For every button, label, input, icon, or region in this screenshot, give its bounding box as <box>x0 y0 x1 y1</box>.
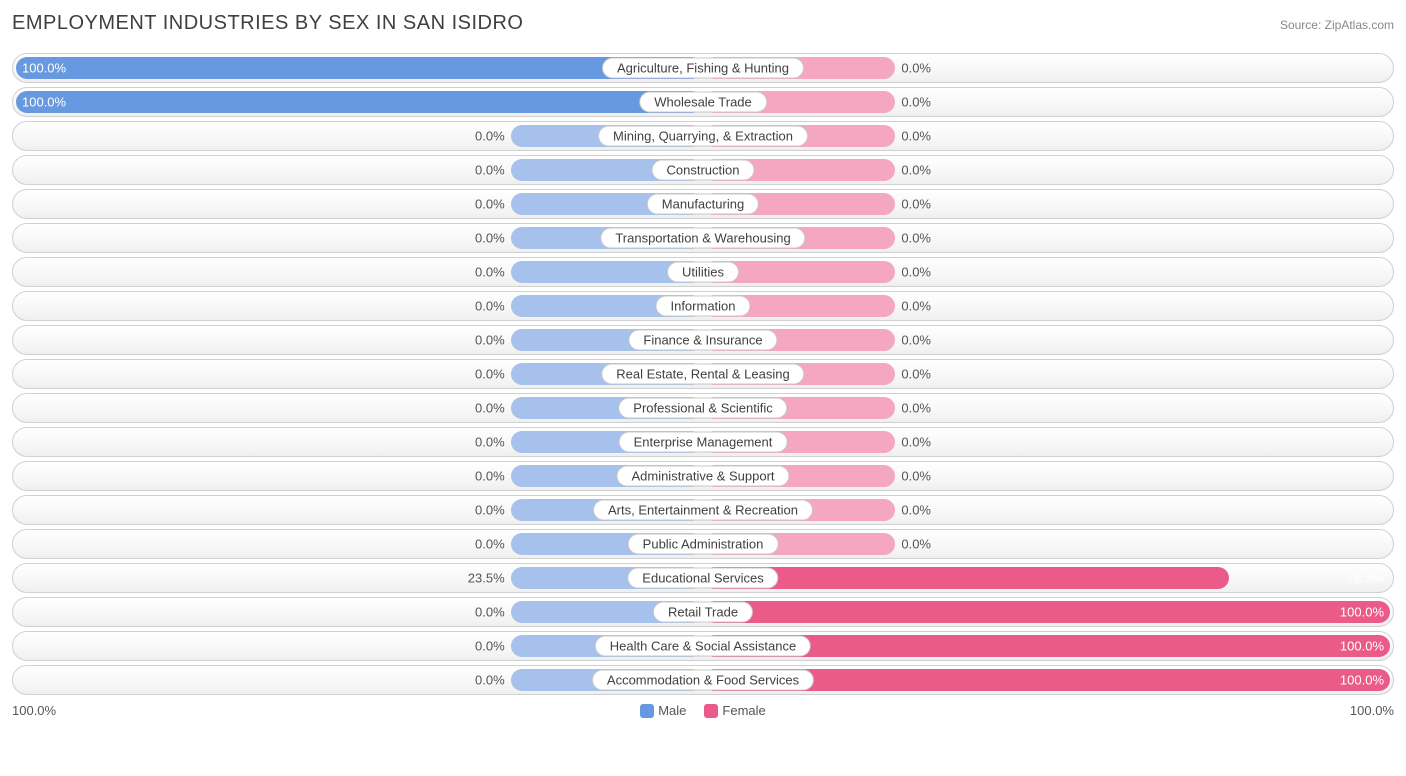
industry-row: 23.5% 76.5% Educational Services <box>12 563 1394 593</box>
industry-row: 0.0% 100.0% Retail Trade <box>12 597 1394 627</box>
industry-row: 0.0% 100.0% Accommodation & Food Services <box>12 665 1394 695</box>
male-bar <box>16 91 703 113</box>
industry-label: Finance & Insurance <box>628 330 777 351</box>
male-pct: 23.5% <box>468 571 505 586</box>
legend: Male Female <box>640 703 766 718</box>
female-pct: 100.0% <box>1340 605 1384 620</box>
industry-label: Real Estate, Rental & Leasing <box>601 364 804 385</box>
female-bar <box>703 567 1229 589</box>
industry-label: Administrative & Support <box>616 466 789 487</box>
male-pct: 0.0% <box>475 163 505 178</box>
male-pct: 0.0% <box>475 605 505 620</box>
male-pct: 0.0% <box>475 469 505 484</box>
industry-label: Construction <box>652 160 755 181</box>
industry-row: 0.0% 0.0% Utilities <box>12 257 1394 287</box>
industry-row: 0.0% 0.0% Public Administration <box>12 529 1394 559</box>
legend-male-label: Male <box>658 703 686 718</box>
female-pct: 0.0% <box>901 265 931 280</box>
male-pct: 0.0% <box>475 299 505 314</box>
industry-label: Wholesale Trade <box>639 92 767 113</box>
female-pct: 0.0% <box>901 163 931 178</box>
male-pct: 0.0% <box>475 503 505 518</box>
legend-male: Male <box>640 703 686 718</box>
industry-row: 0.0% 0.0% Professional & Scientific <box>12 393 1394 423</box>
male-pct: 0.0% <box>475 333 505 348</box>
axis-right-label: 100.0% <box>1350 703 1394 718</box>
female-pct: 100.0% <box>1340 639 1384 654</box>
male-pct: 100.0% <box>22 61 66 76</box>
industry-label: Retail Trade <box>653 602 753 623</box>
industry-label: Educational Services <box>627 568 778 589</box>
male-pct: 0.0% <box>475 129 505 144</box>
axis-left-label: 100.0% <box>12 703 56 718</box>
male-bar <box>16 57 703 79</box>
industry-label: Transportation & Warehousing <box>600 228 805 249</box>
male-pct: 0.0% <box>475 197 505 212</box>
industry-label: Information <box>655 296 750 317</box>
chart-source: Source: ZipAtlas.com <box>1280 18 1394 32</box>
industry-label: Enterprise Management <box>619 432 788 453</box>
female-pct: 0.0% <box>901 129 931 144</box>
female-pct: 0.0% <box>901 299 931 314</box>
industry-row: 0.0% 100.0% Health Care & Social Assistanc… <box>12 631 1394 661</box>
female-pct: 0.0% <box>901 367 931 382</box>
female-pct: 0.0% <box>901 435 931 450</box>
industry-row: 0.0% 0.0% Information <box>12 291 1394 321</box>
industry-row: 100.0% 0.0% Wholesale Trade <box>12 87 1394 117</box>
female-pct: 0.0% <box>901 401 931 416</box>
industry-label: Agriculture, Fishing & Hunting <box>602 58 804 79</box>
industry-row: 0.0% 0.0% Construction <box>12 155 1394 185</box>
industry-label: Utilities <box>667 262 739 283</box>
legend-female-label: Female <box>722 703 765 718</box>
female-pct: 0.0% <box>901 537 931 552</box>
male-pct: 0.0% <box>475 537 505 552</box>
industry-label: Manufacturing <box>647 194 759 215</box>
female-pct: 0.0% <box>901 231 931 246</box>
industry-label: Health Care & Social Assistance <box>595 636 811 657</box>
industry-row: 0.0% 0.0% Administrative & Support <box>12 461 1394 491</box>
female-pct: 0.0% <box>901 333 931 348</box>
chart-title: EMPLOYMENT INDUSTRIES BY SEX IN SAN ISID… <box>12 12 523 35</box>
female-pct: 100.0% <box>1340 673 1384 688</box>
industry-row: 0.0% 0.0% Real Estate, Rental & Leasing <box>12 359 1394 389</box>
female-pct: 76.5% <box>1347 571 1384 586</box>
female-swatch-icon <box>704 704 718 718</box>
female-pct: 0.0% <box>901 469 931 484</box>
chart-rows: 100.0% 0.0% Agriculture, Fishing & Hunting… <box>12 53 1394 695</box>
male-pct: 0.0% <box>475 265 505 280</box>
male-pct: 0.0% <box>475 673 505 688</box>
female-pct: 0.0% <box>901 61 931 76</box>
industry-label: Arts, Entertainment & Recreation <box>593 500 813 521</box>
industry-row: 0.0% 0.0% Mining, Quarrying, & Extraction <box>12 121 1394 151</box>
legend-female: Female <box>704 703 765 718</box>
male-pct: 100.0% <box>22 95 66 110</box>
industry-row: 0.0% 0.0% Finance & Insurance <box>12 325 1394 355</box>
industry-row: 0.0% 0.0% Manufacturing <box>12 189 1394 219</box>
male-pct: 0.0% <box>475 367 505 382</box>
female-bar <box>703 601 1390 623</box>
female-pct: 0.0% <box>901 503 931 518</box>
industry-label: Professional & Scientific <box>618 398 787 419</box>
female-pct: 0.0% <box>901 197 931 212</box>
industry-row: 0.0% 0.0% Enterprise Management <box>12 427 1394 457</box>
industry-row: 100.0% 0.0% Agriculture, Fishing & Hunting <box>12 53 1394 83</box>
industry-label: Mining, Quarrying, & Extraction <box>598 126 808 147</box>
male-pct: 0.0% <box>475 639 505 654</box>
industry-row: 0.0% 0.0% Transportation & Warehousing <box>12 223 1394 253</box>
male-pct: 0.0% <box>475 231 505 246</box>
industry-label: Public Administration <box>628 534 779 555</box>
male-swatch-icon <box>640 704 654 718</box>
female-pct: 0.0% <box>901 95 931 110</box>
industry-label: Accommodation & Food Services <box>592 670 814 691</box>
industry-row: 0.0% 0.0% Arts, Entertainment & Recreation <box>12 495 1394 525</box>
male-pct: 0.0% <box>475 401 505 416</box>
male-pct: 0.0% <box>475 435 505 450</box>
